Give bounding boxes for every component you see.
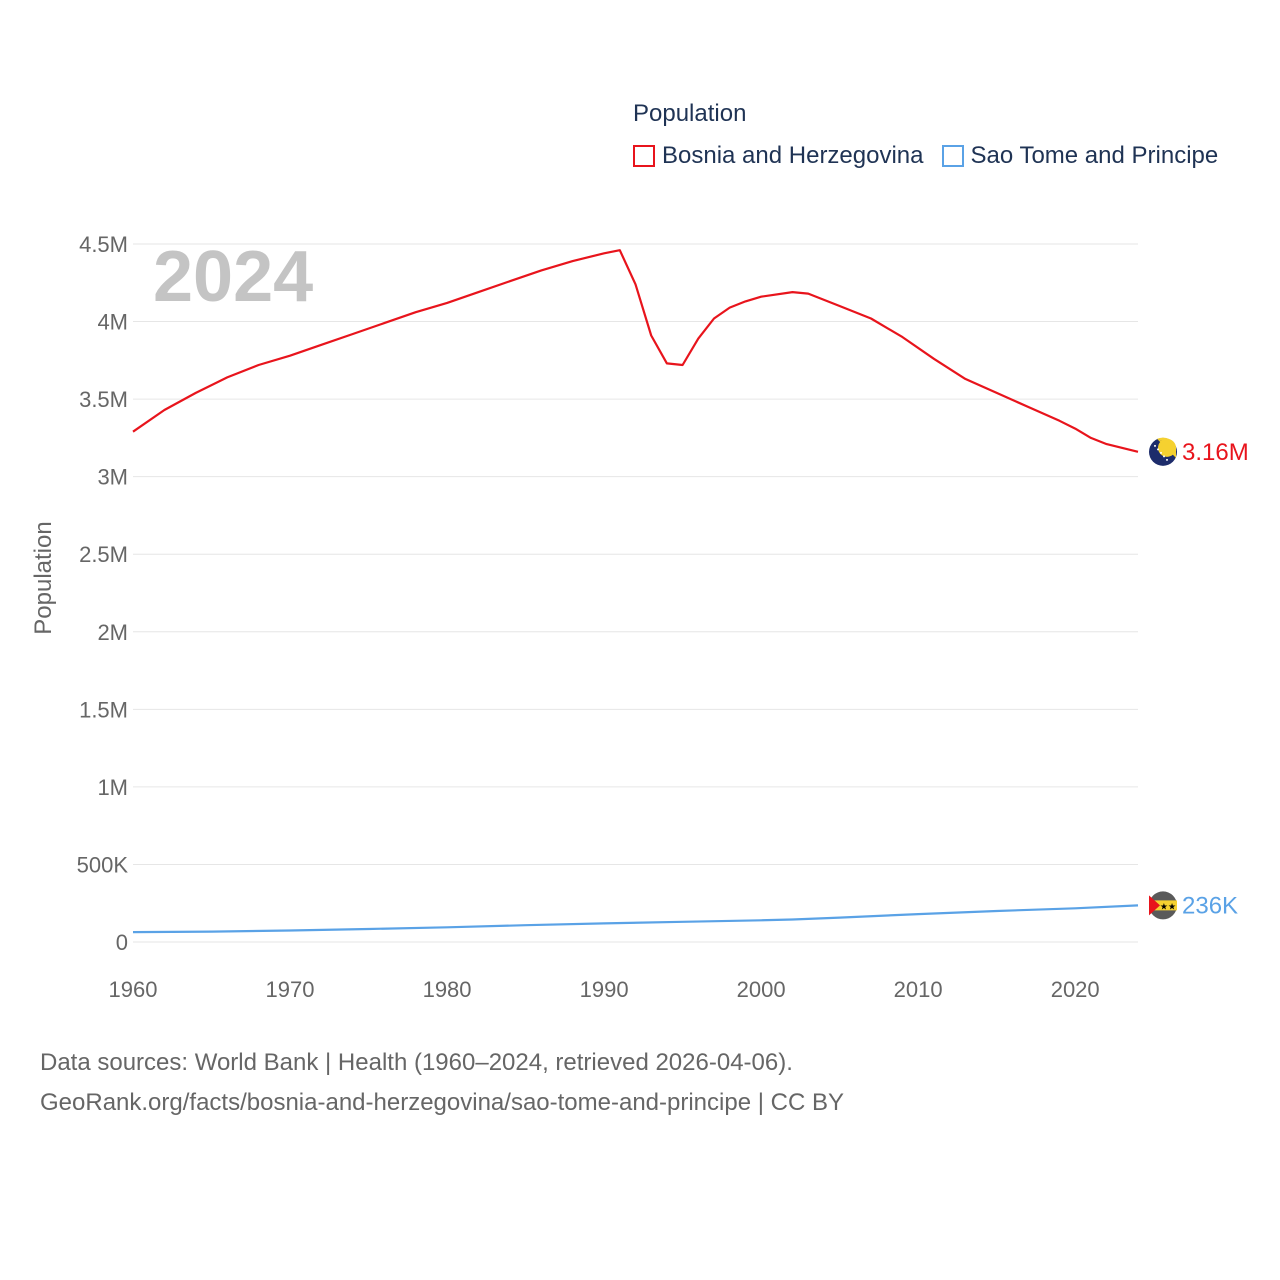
y-tick-label: 500K: [77, 852, 129, 877]
y-tick-label: 4M: [97, 310, 128, 335]
footer-sources: Data sources: World Bank | Health (1960–…: [40, 1049, 793, 1076]
series-end-label: 236K: [1182, 892, 1238, 919]
legend-title: Population: [633, 100, 747, 127]
y-tick-label: 4.5M: [79, 232, 128, 257]
x-tick-label: 2000: [737, 977, 786, 1002]
y-tick-label: 1M: [97, 775, 128, 800]
x-tick-label: 1960: [109, 977, 158, 1002]
legend-swatch-bosnia: [633, 145, 655, 167]
x-tick-label: 1970: [266, 977, 315, 1002]
series-lines: [132, 249, 1139, 934]
legend-item-sao-tome[interactable]: Sao Tome and Principe: [941, 142, 1219, 170]
legend-item-bosnia[interactable]: Bosnia and Herzegovina: [633, 142, 924, 170]
x-tick-label: 2010: [894, 977, 943, 1002]
footer: Data sources: World Bank | Health (1960–…: [40, 1043, 844, 1123]
series-line: [132, 249, 1139, 453]
y-axis-label: Population: [30, 521, 57, 634]
x-tick-label: 2020: [1051, 977, 1100, 1002]
y-tick-label: 3.5M: [79, 387, 128, 412]
gridlines: [133, 243, 1138, 943]
y-tick-label: 2M: [97, 620, 128, 645]
end-markers: 3.16M ★★ 236K: [1149, 437, 1249, 920]
y-tick-label: 0: [116, 930, 128, 955]
series-line: [132, 904, 1139, 934]
legend-label-sao-tome: Sao Tome and Principe: [970, 142, 1219, 169]
year-watermark: 2024: [153, 237, 313, 317]
bosnia-flag-icon: [1149, 437, 1177, 466]
series-end-label: 3.16M: [1182, 439, 1249, 466]
y-axis-ticks: 0 500K 1M 1.5M 2M 2.5M 3M 3.5M 4M 4.5M: [77, 232, 129, 955]
x-axis-ticks: 1960 1970 1980 1990 2000 2010 2020: [109, 977, 1100, 1002]
legend-swatch-sao-tome: [941, 145, 964, 167]
x-tick-label: 1990: [580, 977, 629, 1002]
x-tick-label: 1980: [423, 977, 472, 1002]
y-tick-label: 1.5M: [79, 697, 128, 722]
svg-text:★★: ★★: [1160, 901, 1176, 911]
footer-link[interactable]: GeoRank.org/facts/bosnia-and-herzegovina…: [40, 1089, 844, 1116]
legend-label-bosnia: Bosnia and Herzegovina: [662, 142, 924, 169]
y-tick-label: 2.5M: [79, 542, 128, 567]
sao-tome-flag-icon: ★★: [1149, 891, 1177, 920]
legend: Bosnia and Herzegovina Sao Tome and Prin…: [633, 142, 1236, 170]
y-tick-label: 3M: [97, 465, 128, 490]
